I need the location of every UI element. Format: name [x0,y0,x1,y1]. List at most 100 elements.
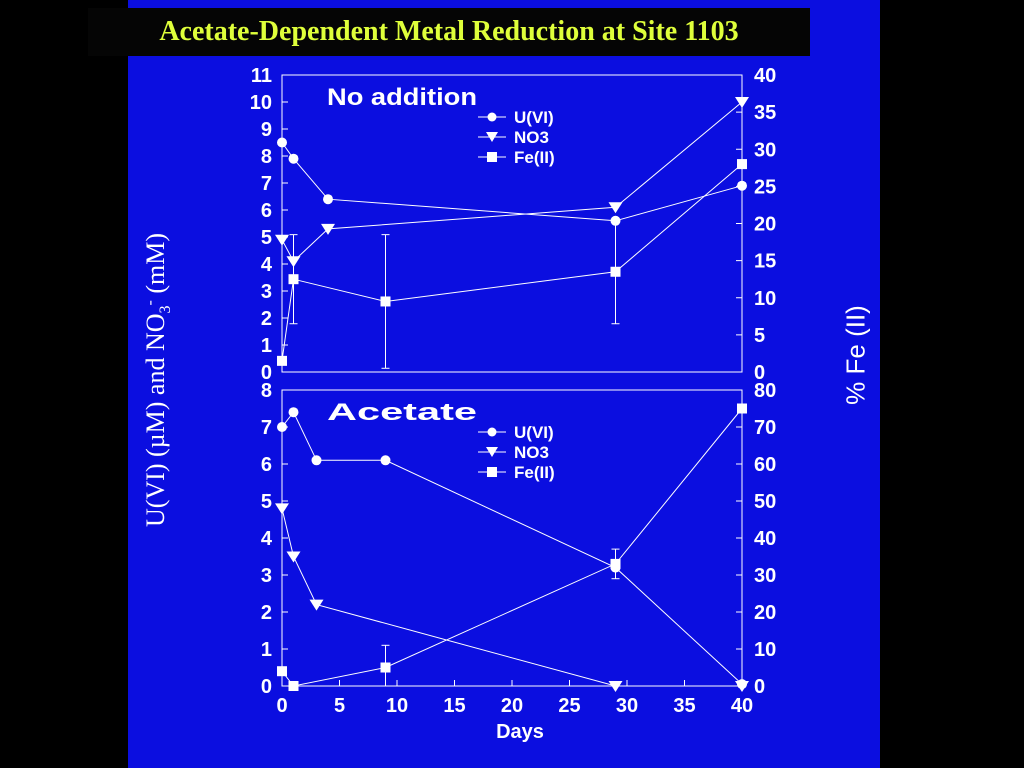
panel-top-left-tick-label: 10 [250,92,272,114]
panel-bottom-left-tick-label: 1 [261,639,272,661]
panel-bottom-point-square [380,662,391,673]
panel-bottom-left-tick-label: 7 [261,417,272,439]
panel-bottom-right-tick-label: 50 [754,491,776,513]
x-tick-label: 40 [731,695,753,717]
panel-top-right-tick-label: 20 [754,214,776,236]
panel-bottom-right-tick-label: 70 [754,417,776,439]
panel-bottom-point-triangle [608,681,623,692]
panel-bottom-left-tick-label: 6 [261,454,272,476]
x-tick-label: 10 [386,695,408,717]
panel-top-legend-marker [487,152,497,162]
panel-bottom-left-tick-label: 5 [261,491,272,513]
panel-top-right-tick-label: 10 [754,288,776,310]
panel-top-point-circle [288,153,299,164]
panel-top-legend-marker [487,112,497,122]
panel-bottom-title: Acetate [327,399,477,426]
panel-top-left-tick-label: 4 [261,254,273,276]
panel-top-legend-label: U(VI) [514,108,554,127]
panel-bottom-point-square [288,681,299,691]
panel-bottom-left-tick-label: 2 [261,602,272,624]
panel-bottom-legend-marker [487,427,497,437]
panel-top-point-circle [323,194,333,205]
x-tick-label: 35 [673,695,695,717]
x-tick-label: 25 [558,695,580,717]
panel-bottom-right-tick-label: 60 [754,454,776,476]
panel-top-point-triangle [275,234,289,246]
x-tick-label: 5 [334,695,345,717]
panel-bottom-legend-label: NO3 [514,443,549,462]
panel-top-point-circle [277,137,287,148]
panel-top-legend-label: NO3 [514,128,549,147]
panel-top-left-tick-label: 7 [261,173,272,195]
panel-bottom-legend-marker [487,467,497,477]
panel-bottom-point-square [737,403,747,414]
panel-bottom-point-circle [288,407,299,418]
panel-bottom-right-tick-label: 30 [754,565,776,587]
page-title: Acetate-Dependent Metal Reduction at Sit… [159,16,739,47]
panel-bottom-frame [281,389,743,687]
panel-bottom-point-triangle [309,599,324,611]
panel-bottom-point-triangle [275,503,289,515]
panel-top-left-tick-label: 5 [261,227,272,249]
panel-bottom-right-tick-label: 0 [754,676,765,698]
panel-bottom-point-circle [380,455,391,466]
panel-bottom-right-tick-label: 80 [754,380,776,402]
x-tick-label: 15 [443,695,465,717]
panel-top-right-tick-label: 5 [754,325,765,347]
panel-top-point-square [277,355,287,366]
panel-bottom-right-tick-label: 40 [754,528,776,550]
x-axis-label: Days [496,721,544,743]
panel-top-point-triangle [735,97,749,108]
panel-top-point-triangle [321,223,335,235]
panel-top-point-circle [737,180,747,191]
panel-top-left-tick-label: 0 [261,362,272,384]
panel-bottom-right-tick-label: 10 [754,639,776,661]
panel-top-left-tick-label: 8 [261,146,272,168]
panel-top-left-tick-label: 11 [251,65,272,87]
panel-top-left-tick-label: 1 [261,335,272,357]
panel-top-right-tick-label: 0 [754,362,765,384]
panel-top-point-square [288,274,299,285]
panel-top-left-tick-label: 6 [261,200,272,222]
panel-bottom-left-tick-label: 4 [261,528,273,550]
slide-background [128,0,880,768]
panel-bottom-point-square [610,558,621,569]
panel-bottom-point-square [277,666,287,677]
panel-top-series-line [281,101,743,263]
panel-bottom-left-tick-label: 3 [261,565,272,587]
panel-bottom-legend-label: Fe(II) [514,463,555,482]
panel-bottom-right-tick-label: 20 [754,602,776,624]
x-tick-label: 20 [501,695,523,717]
panel-top-point-square [380,296,391,307]
panel-bottom-series-line [281,508,742,687]
panel-top-right-tick-label: 35 [754,102,776,124]
panel-top-right-tick-label: 15 [754,251,776,273]
panel-top-series-line [281,163,743,361]
panel-top-left-tick-label: 2 [261,308,272,330]
panel-top-point-triangle [608,202,623,214]
panel-top-left-tick-label: 3 [261,281,272,303]
panel-bottom-series-line [281,411,743,685]
panel-top-legend-marker [486,132,498,142]
panel-bottom-point-triangle [286,551,301,563]
panel-top-left-tick-label: 9 [261,119,272,141]
panel-bottom-left-tick-label: 0 [261,676,272,698]
panel-top-point-square [610,266,621,277]
x-tick-label: 30 [616,695,638,717]
panel-bottom-point-triangle [735,681,749,692]
panel-bottom-point-circle [311,455,322,466]
panel-bottom-series-line [281,408,743,687]
panel-bottom-legend-label: U(VI) [514,423,554,442]
panel-bottom-legend-marker [486,447,498,457]
panel-top-series-line [281,142,743,222]
panel-top-legend-label: Fe(II) [514,148,555,167]
panel-top-point-square [737,159,747,170]
panel-top-right-tick-label: 25 [754,176,776,198]
panel-top-right-tick-label: 30 [754,139,776,161]
panel-top-title: No addition [327,84,477,111]
panel-bottom-point-circle [277,422,287,432]
title-bar: Acetate-Dependent Metal Reduction at Sit… [88,8,810,56]
panel-top-frame [281,74,743,373]
panel-bottom-left-tick-label: 8 [261,380,272,402]
